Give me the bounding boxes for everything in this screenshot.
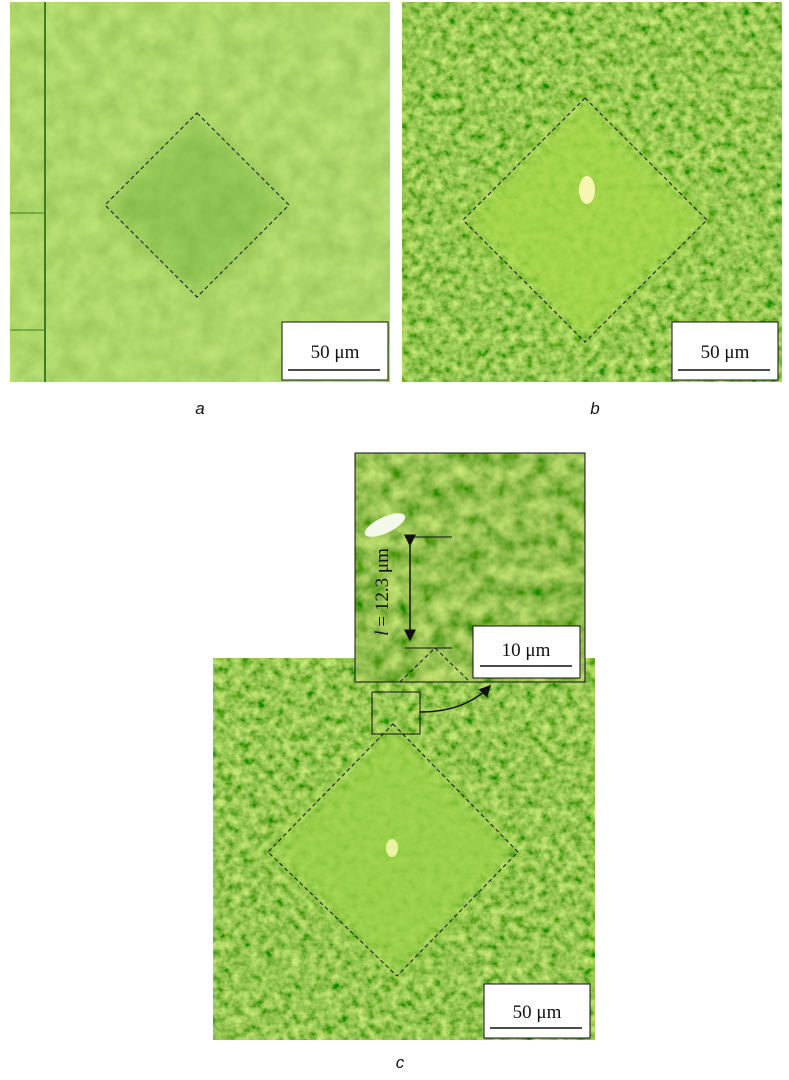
panel-label: b xyxy=(590,399,599,418)
indent-center xyxy=(386,839,398,857)
panel-c: 50 μm c xyxy=(213,658,595,1072)
scale-bar-label: 50 μm xyxy=(311,342,360,363)
page: html, body { margin: 0; padding: 0; back… xyxy=(0,0,789,1075)
scale-bar-label: 50 μm xyxy=(701,342,750,363)
scale-bar-label: 50 μm xyxy=(513,1002,562,1023)
indent-center xyxy=(579,176,595,204)
panel-label: c xyxy=(396,1053,405,1072)
figure: 50 μm a 50 μm b 50 μm c xyxy=(0,0,789,1075)
inset: l = 12.3 μm 10 μm xyxy=(355,453,585,682)
measurement-symbol: l xyxy=(372,631,393,636)
figure-body: {"panels": [ {"label": "a", "scale_bar":… xyxy=(0,0,789,1075)
scale-bar-label: 10 μm xyxy=(502,640,551,661)
measurement-label: l = 12.3 μm xyxy=(372,548,393,636)
measurement-value: = 12.3 μm xyxy=(372,548,393,627)
panel-b: 50 μm b xyxy=(402,2,782,418)
panel-label: a xyxy=(195,399,204,418)
panel-a: 50 μm a xyxy=(10,2,390,418)
